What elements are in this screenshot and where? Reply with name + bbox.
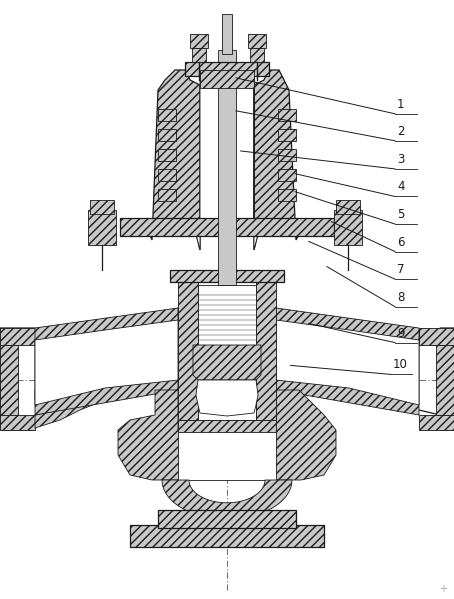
Polygon shape <box>158 189 176 201</box>
Polygon shape <box>196 380 258 416</box>
Polygon shape <box>276 320 419 405</box>
Bar <box>248 34 266 48</box>
Bar <box>334 210 362 245</box>
Text: 2: 2 <box>397 125 405 138</box>
Bar <box>222 14 232 54</box>
Bar <box>178 270 198 420</box>
Polygon shape <box>118 390 193 480</box>
Polygon shape <box>0 415 35 430</box>
Polygon shape <box>162 480 292 519</box>
Bar <box>256 270 276 420</box>
Text: 4: 4 <box>397 180 405 193</box>
Polygon shape <box>178 430 276 480</box>
Text: 5: 5 <box>397 208 405 221</box>
Bar <box>158 510 296 528</box>
Bar <box>218 50 236 285</box>
Polygon shape <box>254 70 320 250</box>
Bar <box>198 270 256 420</box>
Polygon shape <box>0 328 35 345</box>
Text: 8: 8 <box>397 291 405 304</box>
Bar <box>90 200 114 214</box>
Polygon shape <box>276 308 419 415</box>
Bar <box>88 210 116 245</box>
Polygon shape <box>35 308 178 415</box>
Polygon shape <box>193 345 261 380</box>
Polygon shape <box>419 415 454 430</box>
Polygon shape <box>35 308 178 428</box>
Bar <box>190 34 208 48</box>
Bar <box>120 218 334 236</box>
Bar <box>436 345 454 415</box>
Polygon shape <box>278 129 296 141</box>
Text: +: + <box>439 584 447 594</box>
Bar <box>130 525 324 547</box>
Bar <box>200 70 254 88</box>
Polygon shape <box>254 70 276 250</box>
Polygon shape <box>0 308 454 430</box>
Bar <box>185 62 269 76</box>
Polygon shape <box>278 169 296 181</box>
Polygon shape <box>35 320 178 405</box>
Polygon shape <box>158 129 176 141</box>
Bar <box>336 200 360 214</box>
Polygon shape <box>278 189 296 201</box>
Bar <box>178 420 276 432</box>
Polygon shape <box>178 70 254 250</box>
Polygon shape <box>158 169 176 181</box>
Bar <box>192 48 206 62</box>
Text: 6: 6 <box>397 235 405 249</box>
Polygon shape <box>419 328 454 345</box>
Polygon shape <box>120 70 200 250</box>
Polygon shape <box>158 149 176 161</box>
Text: 3: 3 <box>397 153 405 166</box>
Text: 1: 1 <box>397 98 405 111</box>
Bar <box>170 270 284 282</box>
Bar <box>198 285 256 345</box>
Polygon shape <box>158 109 176 121</box>
Text: 9: 9 <box>397 326 405 340</box>
Polygon shape <box>278 149 296 161</box>
Text: 7: 7 <box>397 263 405 276</box>
Polygon shape <box>278 109 296 121</box>
Bar <box>250 48 264 62</box>
Text: 10: 10 <box>392 358 407 371</box>
Polygon shape <box>261 390 336 480</box>
Bar <box>0 345 18 415</box>
